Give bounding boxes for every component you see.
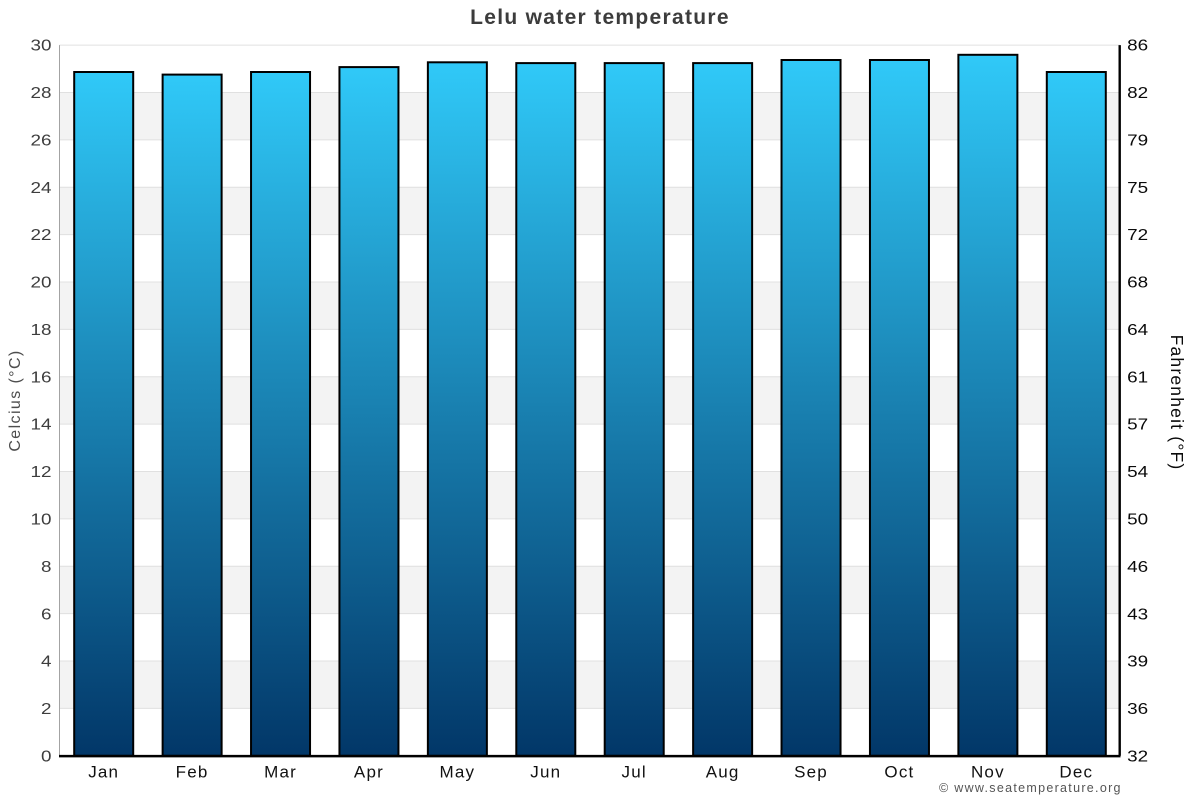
svg-text:Mar: Mar bbox=[264, 763, 297, 782]
svg-text:12: 12 bbox=[31, 464, 52, 481]
svg-text:57: 57 bbox=[1127, 417, 1148, 434]
svg-text:39: 39 bbox=[1127, 654, 1148, 671]
svg-text:Lelu water temperature: Lelu water temperature bbox=[470, 6, 730, 29]
svg-text:Jan: Jan bbox=[88, 763, 119, 782]
svg-text:Nov: Nov bbox=[971, 763, 1005, 782]
svg-text:22: 22 bbox=[31, 227, 52, 244]
svg-text:61: 61 bbox=[1127, 369, 1148, 386]
svg-text:Feb: Feb bbox=[176, 763, 209, 782]
svg-text:Celcius (°C): Celcius (°C) bbox=[7, 349, 24, 451]
svg-text:46: 46 bbox=[1127, 559, 1148, 576]
svg-text:50: 50 bbox=[1127, 512, 1148, 529]
svg-text:18: 18 bbox=[31, 322, 52, 339]
svg-text:Dec: Dec bbox=[1059, 763, 1093, 782]
svg-text:30: 30 bbox=[31, 38, 52, 55]
svg-text:20: 20 bbox=[31, 275, 52, 292]
svg-text:10: 10 bbox=[31, 512, 52, 529]
svg-text:4: 4 bbox=[41, 654, 52, 671]
svg-text:82: 82 bbox=[1127, 85, 1148, 102]
svg-text:2: 2 bbox=[41, 701, 52, 718]
svg-text:26: 26 bbox=[31, 132, 52, 149]
svg-text:16: 16 bbox=[31, 369, 52, 386]
svg-text:Apr: Apr bbox=[354, 763, 384, 782]
svg-text:8: 8 bbox=[41, 559, 52, 576]
svg-text:14: 14 bbox=[31, 417, 52, 434]
svg-text:28: 28 bbox=[31, 85, 52, 102]
svg-text:86: 86 bbox=[1127, 38, 1148, 55]
svg-text:79: 79 bbox=[1127, 132, 1148, 149]
svg-text:Sep: Sep bbox=[794, 763, 828, 782]
svg-text:68: 68 bbox=[1127, 275, 1148, 292]
svg-text:0: 0 bbox=[41, 748, 52, 765]
svg-text:Fahrenheit (°F): Fahrenheit (°F) bbox=[1167, 335, 1187, 471]
svg-text:6: 6 bbox=[41, 606, 52, 623]
svg-text:64: 64 bbox=[1127, 322, 1148, 339]
svg-text:Jul: Jul bbox=[622, 763, 647, 782]
svg-text:43: 43 bbox=[1127, 606, 1148, 623]
svg-text:75: 75 bbox=[1127, 180, 1148, 197]
svg-text:72: 72 bbox=[1127, 227, 1148, 244]
svg-text:24: 24 bbox=[31, 180, 52, 197]
svg-text:May: May bbox=[440, 763, 476, 782]
svg-text:36: 36 bbox=[1127, 701, 1148, 718]
svg-text:32: 32 bbox=[1127, 748, 1148, 765]
svg-text:© www.seatemperature.org: © www.seatemperature.org bbox=[939, 781, 1122, 795]
svg-text:Aug: Aug bbox=[706, 763, 740, 782]
svg-text:Jun: Jun bbox=[530, 763, 561, 782]
svg-text:Oct: Oct bbox=[884, 763, 914, 782]
svg-text:54: 54 bbox=[1127, 464, 1148, 481]
